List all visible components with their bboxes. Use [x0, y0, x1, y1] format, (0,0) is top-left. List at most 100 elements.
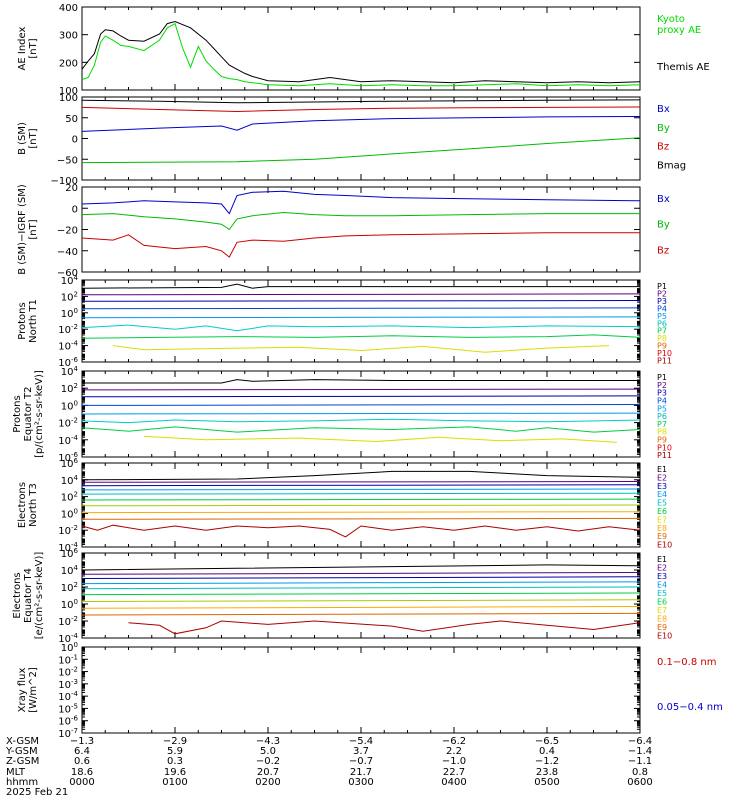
y-tick-base: 10	[61, 459, 74, 470]
footer-value: 23.8	[536, 767, 558, 778]
footer-value: −6.4	[628, 736, 652, 747]
footer-value: 5.0	[260, 746, 276, 757]
legend-entry: P3	[657, 297, 667, 306]
y-tick-base: 10	[61, 309, 74, 320]
y-axis-label: Xray flux	[17, 668, 28, 713]
footer-value: 0400	[441, 777, 466, 788]
series-line-5-5	[81, 498, 641, 501]
series-line-3-7	[112, 345, 610, 353]
footer-value: 0.3	[167, 756, 183, 767]
legend-entry: 0.1−0.8 nm	[657, 657, 716, 668]
legend-entry: E4	[657, 490, 667, 499]
y-tick-label: 106	[61, 547, 79, 560]
series-line-6-3	[81, 581, 641, 585]
series-line-1-0	[81, 99, 641, 104]
y-tick-base: 10	[58, 419, 71, 430]
y-tick-exponent: -2	[71, 417, 78, 425]
y-axis-label: Electrons	[17, 482, 28, 528]
y-tick-base: 10	[58, 453, 71, 464]
y-tick-label: 10-4	[58, 541, 78, 554]
y-tick-label: 10-4	[58, 340, 78, 353]
footer-value: −4.3	[256, 736, 280, 747]
legend-entry: E10	[657, 541, 672, 550]
footer-value: 19.6	[164, 767, 186, 778]
y-tick-exponent: 4	[74, 474, 79, 482]
legend-entry: P9	[657, 342, 667, 351]
y-axis-label: [nT]	[28, 219, 39, 239]
y-tick-base: 10	[58, 704, 71, 715]
y-tick-label: 104	[61, 365, 79, 378]
y-tick-label: 50	[65, 114, 78, 125]
legend-entry: E7	[657, 515, 667, 524]
series-line-3-5	[81, 324, 641, 332]
y-tick-base: 10	[61, 643, 74, 654]
legend-entry: E8	[657, 615, 667, 624]
y-tick-exponent: 2	[74, 491, 78, 499]
legend-entry: Bz	[657, 142, 669, 153]
panel-frame	[81, 6, 641, 91]
y-tick-label: 400	[59, 3, 78, 14]
y-tick-exponent: -3	[71, 678, 78, 686]
series-line-4-1	[81, 388, 641, 391]
series-line-6-0	[81, 564, 641, 571]
y-axis-label: North T1	[28, 299, 39, 343]
y-tick-label: 100	[59, 93, 78, 104]
legend-entry: Bz	[657, 245, 669, 256]
y-tick-base: 10	[58, 680, 71, 691]
y-tick-exponent: 0	[74, 598, 78, 606]
series-line-5-6	[81, 504, 641, 507]
series-line-1-3	[81, 137, 641, 164]
y-tick-label: 100	[61, 399, 78, 412]
y-axis-label: Equator T4	[23, 568, 34, 623]
y-tick-label: 10-6	[58, 451, 78, 464]
series-line-5-2	[81, 484, 641, 487]
y-tick-exponent: -2	[71, 615, 78, 623]
legend-entry: 0.05−0.4 nm	[657, 702, 723, 713]
y-tick-label: 10-5	[58, 702, 78, 715]
series-line-5-8	[81, 517, 641, 520]
y-tick-base: 10	[61, 292, 74, 303]
legend-entry: P7	[657, 420, 667, 429]
y-tick-exponent: 0	[74, 307, 78, 315]
y-axis-label: [e/(cm²-s-sr-keV)]	[34, 552, 45, 640]
footer-row-label: Y-GSM	[5, 746, 38, 757]
series-line-3-4	[81, 316, 641, 319]
y-tick-base: 10	[58, 543, 71, 554]
series-line-6-5	[81, 592, 641, 596]
y-tick-base: 10	[61, 549, 74, 560]
series-line-6-8	[81, 612, 641, 616]
y-tick-base: 10	[61, 401, 74, 412]
y-tick-exponent: -4	[71, 541, 79, 549]
footer-value: 0.6	[74, 756, 90, 767]
footer-value: 0600	[627, 777, 652, 788]
y-tick-label: 20	[65, 183, 78, 194]
footer-value: −1.2	[535, 756, 559, 767]
legend-entry: P6	[657, 319, 667, 328]
series-line-2-1	[81, 211, 640, 231]
y-tick-label: 102	[61, 491, 78, 504]
legend-entry: E10	[657, 632, 672, 641]
legend-entry: Themis AE	[656, 62, 710, 73]
y-tick-label: 10-1	[58, 653, 78, 666]
y-tick-exponent: 2	[74, 290, 78, 298]
footer-row-label: hhmm	[6, 777, 38, 788]
legend-entry: Bmag	[657, 160, 686, 171]
footer-value: 18.6	[71, 767, 93, 778]
y-tick-label: −40	[57, 247, 78, 258]
y-axis-label: Protons	[12, 395, 23, 432]
footer-value: −0.7	[349, 756, 373, 767]
series-line-4-5	[81, 418, 641, 424]
y-tick-label: −20	[57, 226, 78, 237]
y-tick-label: 100	[61, 598, 78, 611]
legend-entry: E6	[657, 507, 667, 516]
legend-entry: E7	[657, 606, 667, 615]
legend-entry: By	[657, 220, 670, 231]
series-line-6-2	[81, 576, 641, 579]
legend-entry: P1	[657, 373, 667, 382]
y-tick-label: −60	[57, 268, 78, 279]
y-tick-exponent: 0	[74, 399, 78, 407]
y-tick-label: 104	[61, 564, 79, 577]
y-tick-exponent: -4	[71, 340, 79, 348]
y-axis-label: B (SM)−IGRF (SM)	[17, 184, 28, 275]
footer-value: −1.3	[70, 736, 94, 747]
